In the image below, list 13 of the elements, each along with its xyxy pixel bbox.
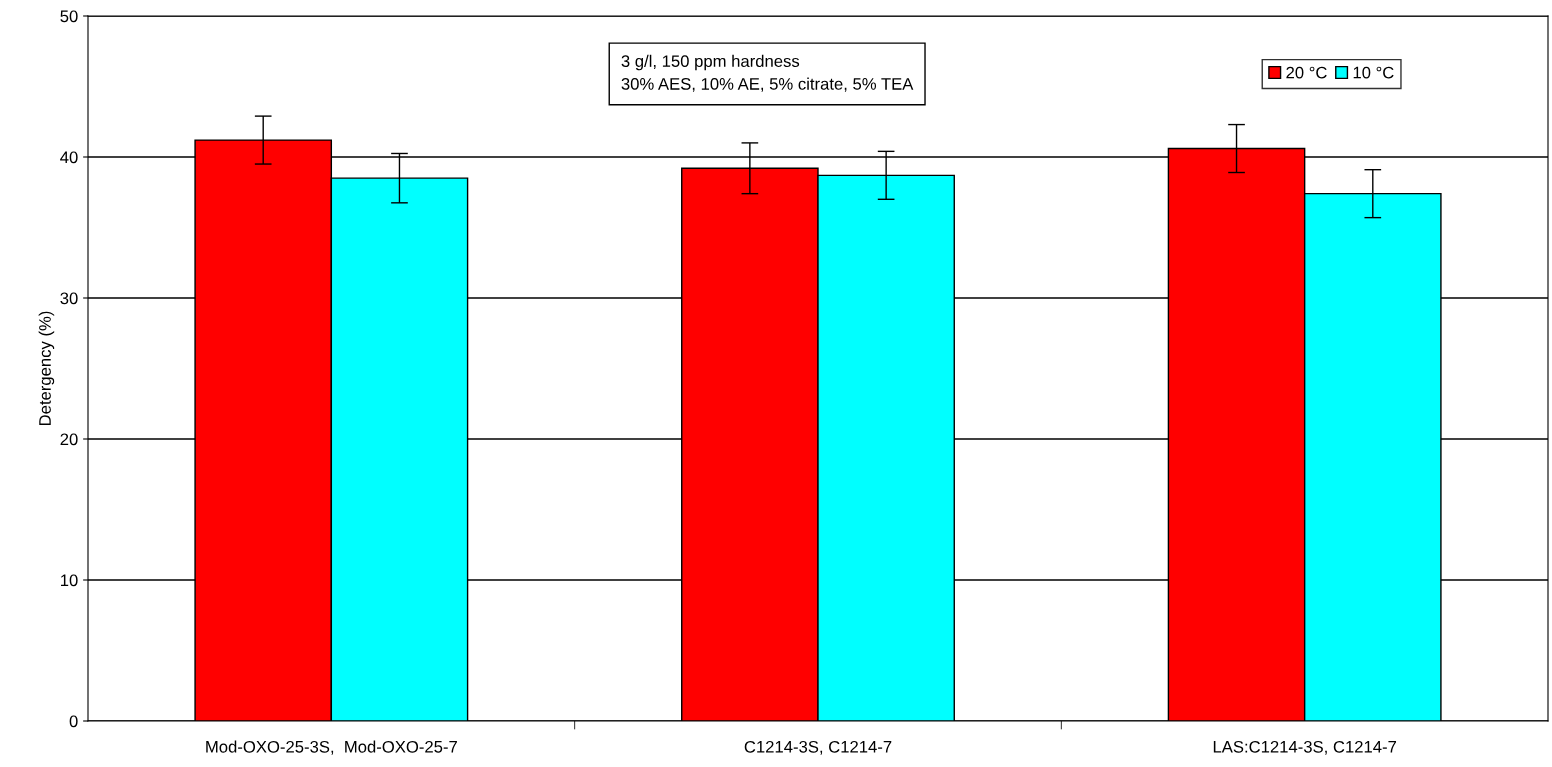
x-tick-label: LAS:C1214-3S, C1214-7	[1213, 740, 1397, 755]
legend-label: 20 °C	[1286, 66, 1327, 79]
legend-label: 10 °C	[1353, 66, 1394, 79]
y-tick-label: 40	[60, 151, 78, 164]
x-tick-label: C1214-3S, C1214-7	[744, 740, 892, 755]
y-tick-label: 20	[60, 433, 78, 446]
x-tick-label: Mod-OXO-25-3S, Mod-OXO-25-7	[206, 740, 457, 755]
y-tick-label: 50	[60, 10, 78, 23]
y-tick-label: 10	[61, 574, 78, 587]
y-tick-label: 0	[69, 715, 78, 728]
y-tick-label: 30	[60, 292, 78, 305]
annotation: 3 g/l, 150 ppm hardness 30% AES, 10% AE, 5% citrate, 5% TEA	[621, 54, 914, 92]
y-axis-title: Detergency (%)	[38, 311, 55, 426]
